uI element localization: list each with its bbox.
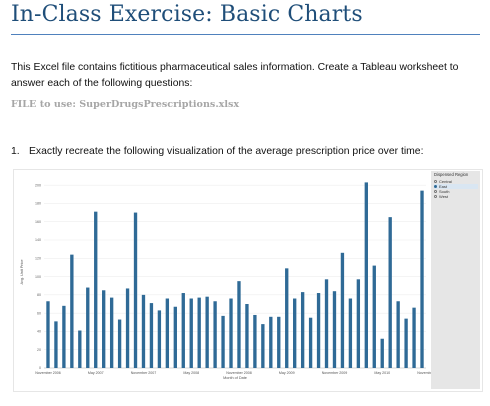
bar [237, 281, 241, 368]
bar [173, 306, 177, 368]
bar [86, 287, 90, 368]
bar [308, 317, 313, 368]
bar [269, 316, 273, 368]
bar [149, 303, 154, 368]
bar [117, 319, 122, 368]
bar [372, 265, 376, 368]
bar-chart: 0 20 40 60 80 100 120 140 160 180 200 Avg. Unit Pri… [20, 182, 432, 380]
radio-selected-icon [434, 185, 437, 188]
intro-paragraph: This Excel file contains fictitious phar… [11, 62, 459, 89]
y-tick-label: 80 [37, 293, 41, 297]
x-tick-label: November 2006 [35, 371, 61, 375]
bar [253, 314, 257, 368]
title-underline [11, 34, 480, 35]
bar [165, 298, 170, 368]
y-tick-label: 0 [39, 366, 41, 370]
x-tick-label: May 2007 [88, 371, 104, 375]
bar [133, 212, 138, 368]
bar [205, 296, 209, 368]
bar [94, 211, 98, 368]
y-tick-label: 160 [35, 220, 41, 224]
bar [46, 301, 50, 368]
bar [380, 338, 384, 368]
bar [285, 268, 289, 368]
y-tick-label: 120 [35, 256, 41, 260]
x-tick-label: November 2009 [322, 371, 348, 375]
radio-icon [434, 190, 437, 193]
x-tick-label: November 2007 [131, 371, 157, 375]
bar [412, 307, 416, 368]
legend-item-east[interactable]: East [434, 184, 478, 189]
bar [277, 316, 281, 368]
radio-icon [434, 180, 437, 183]
bar [125, 288, 130, 368]
question-1: 1. Exactly recreate the following visuali… [11, 146, 483, 157]
legend-item-south[interactable]: South [434, 189, 478, 194]
bar [109, 297, 114, 368]
legend-item-label: Central [439, 179, 452, 184]
bar [356, 279, 361, 368]
bar [245, 304, 249, 368]
file-instruction: FILE to use: SuperDrugsPrescriptions.xls… [11, 99, 240, 110]
bar [213, 301, 217, 368]
y-tick-label: 140 [35, 238, 41, 242]
bar [340, 252, 345, 368]
question-text: Exactly recreate the following visualiza… [29, 146, 424, 157]
legend-item-label: South [439, 189, 450, 194]
bar [78, 330, 82, 368]
question-number: 1. [11, 146, 20, 157]
bar [396, 301, 400, 368]
bar [141, 294, 146, 368]
legend-item-west[interactable]: West [434, 194, 478, 199]
bar [157, 310, 162, 368]
y-tick-label: 40 [37, 330, 41, 334]
bar [332, 291, 337, 368]
bar [197, 297, 201, 368]
y-tick-label: 200 [35, 183, 41, 187]
legend-item-label: West [439, 194, 449, 199]
radio-icon [434, 195, 437, 198]
bar [300, 292, 305, 368]
x-axis-label: Month of Date [223, 376, 247, 380]
bar [189, 298, 193, 368]
bar [181, 293, 185, 368]
bar [229, 298, 233, 368]
y-tick-label: 100 [35, 275, 41, 279]
bar [293, 298, 297, 368]
x-tick-label: May 2008 [183, 371, 199, 375]
page-title: In-Class Exercise: Basic Charts [11, 2, 363, 27]
bar [348, 298, 353, 368]
legend-panel: Dispensed Region Central East South West [431, 171, 480, 389]
bar [221, 315, 225, 368]
bar [54, 321, 58, 368]
y-axis-label: Avg. Unit Price [20, 259, 24, 284]
x-tick-label: November 2008 [226, 371, 252, 375]
bar [388, 217, 392, 368]
bar [316, 293, 321, 368]
bar [102, 290, 106, 368]
x-tick-label: May 2010 [374, 371, 390, 375]
chart-screenshot: 0 20 40 60 80 100 120 140 160 180 200 Avg. Unit Pri… [13, 169, 483, 392]
bar [404, 318, 408, 368]
bar [420, 190, 424, 368]
y-tick-label: 180 [35, 202, 41, 206]
x-tick-label: November 2010 [417, 371, 432, 375]
bar [70, 254, 74, 368]
legend-item-label: East [439, 184, 448, 189]
bar [261, 324, 265, 368]
x-tick-label: May 2009 [279, 371, 295, 375]
legend-item-central[interactable]: Central [434, 179, 478, 184]
y-tick-label: 20 [37, 348, 41, 352]
y-tick-label: 60 [37, 311, 41, 315]
bar [324, 279, 329, 368]
bar [364, 182, 368, 368]
legend-title: Dispensed Region [434, 172, 469, 177]
bar [62, 305, 66, 368]
